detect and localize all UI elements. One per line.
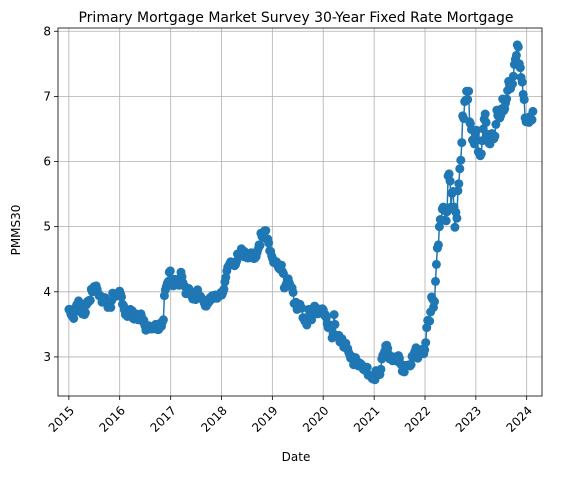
data-point [288,287,298,297]
data-point [106,302,116,312]
data-point [481,117,491,127]
data-point [511,50,521,60]
data-point [463,95,473,105]
data-point [431,276,440,286]
data-point [471,125,481,135]
data-point [517,77,527,87]
data-point [450,222,460,232]
data-point [528,106,538,116]
data-point [445,176,455,186]
data-point [515,63,525,73]
grid [58,28,542,396]
y-axis: 3 4 5 6 7 8 [43,24,58,364]
data-point [329,310,339,320]
data-point [376,364,386,374]
y-tick-label: 4 [43,285,51,299]
y-tick-label: 6 [43,155,51,169]
series-layer [64,40,538,385]
data-point [158,315,168,325]
data-point [527,115,537,125]
data-point [457,138,467,148]
data-point [261,226,271,236]
data-point [513,42,523,52]
data-point [433,240,443,250]
data-point [453,186,463,196]
x-axis-label: Date [282,450,311,464]
data-point [264,238,274,248]
data-point [219,284,229,294]
y-tick-label: 5 [43,220,51,234]
data-point [430,297,439,307]
data-point [255,241,265,250]
data-point [508,71,518,81]
data-point [508,79,517,89]
data-point [502,94,512,104]
data-point [406,360,416,370]
data-point [165,266,175,276]
plot-area [58,28,542,396]
data-point [480,109,490,119]
data-point [362,362,372,372]
data-point [452,213,462,223]
y-tick-label: 8 [43,24,51,38]
data-point [441,216,451,226]
data-point [476,149,486,159]
data-point [456,155,466,165]
data-point [330,319,340,329]
data-point [431,259,441,269]
y-tick-label: 7 [43,89,51,103]
data-point [519,95,529,105]
data-point [491,119,501,129]
data-point [85,295,95,305]
data-point [454,179,464,189]
chart-title: Primary Mortgage Market Survey 30-Year F… [78,10,513,26]
y-axis-label: PMMS30 [9,205,23,256]
data-point [80,308,90,318]
data-point [490,131,500,141]
data-point [307,315,317,325]
data-point [425,316,435,326]
data-point [297,303,307,313]
data-point [455,164,465,174]
data-point [464,86,474,96]
y-tick-label: 3 [43,350,51,364]
data-point [420,345,430,355]
data-point [117,292,126,302]
data-point [421,338,431,348]
axes-frame [57,27,543,397]
data-point [221,273,231,282]
data-point [444,169,454,179]
